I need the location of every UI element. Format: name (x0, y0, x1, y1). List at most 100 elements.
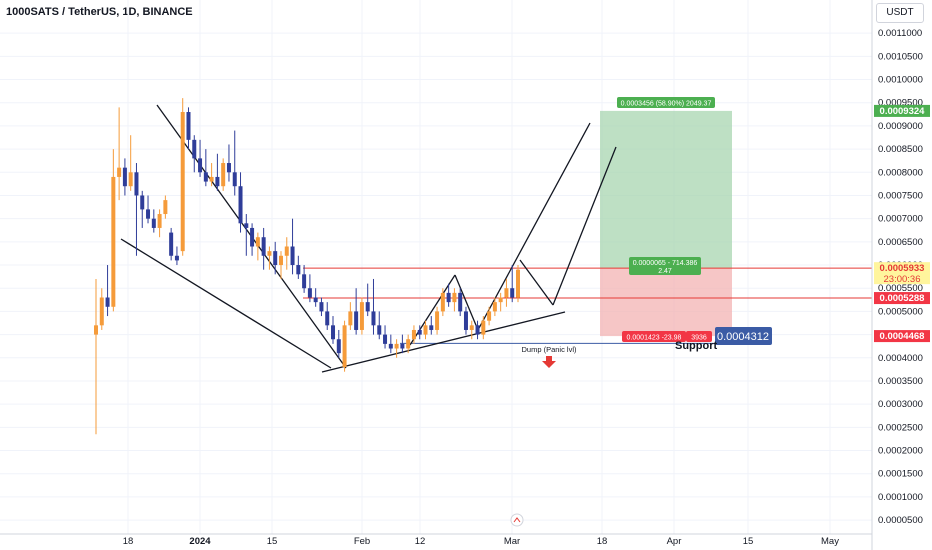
candle-body (99, 297, 104, 326)
candle-body (504, 288, 509, 298)
candle-body (215, 176, 220, 187)
y-tick-label: 0.0005000 (878, 306, 923, 317)
candle-body (140, 195, 145, 210)
target-price-label-bg (874, 104, 930, 117)
candle-body (365, 302, 370, 312)
current-price-label-countdown: 23:00:36 (884, 274, 921, 285)
y-tick-label: 0.0010000 (878, 75, 923, 86)
time-axis: 18 2024 15 Feb 12 Mar 18 Apr 15 May (0, 533, 872, 547)
candle-body (394, 343, 399, 349)
candle-body (174, 255, 179, 261)
candle-body (128, 172, 133, 187)
center-label-bg (629, 257, 701, 275)
candle-body (267, 251, 272, 256)
trend-line (120, 238, 332, 369)
stop-label: 0.0001423 -23.98 (627, 335, 682, 342)
candle-body (463, 311, 468, 330)
y-tick-label: 0.0004000 (878, 353, 923, 364)
candle-body (452, 292, 457, 303)
candle-body (284, 246, 289, 256)
trend-line (477, 122, 591, 331)
y-tick-label: 0.0003500 (878, 376, 923, 387)
logo-mark-icon (513, 517, 521, 523)
level-price-label: 0.0005288 (880, 293, 925, 304)
x-tick-label: 15 (267, 536, 278, 547)
candle-body (290, 246, 295, 266)
y-tick-label: 0.0001500 (878, 469, 923, 480)
candle-body (342, 325, 347, 368)
grid (0, 0, 872, 534)
candle-body (481, 320, 486, 335)
candle-body (117, 167, 122, 177)
support-price-bg (715, 327, 772, 345)
trend-line (409, 274, 456, 346)
candle-body (440, 292, 445, 312)
profit-label-bg (617, 97, 715, 108)
trend-line (519, 259, 554, 306)
candle-body (238, 186, 243, 224)
candle-body (458, 292, 463, 312)
candle-body (105, 297, 110, 307)
candle-body (209, 176, 214, 182)
candle-body (302, 274, 307, 289)
candle-body (180, 112, 185, 252)
candle-body (406, 339, 411, 349)
candle-body (232, 172, 237, 187)
y-tick-label: 0.0002500 (878, 422, 923, 433)
candle-body (307, 288, 312, 298)
y-tick-label: 0.0009000 (878, 121, 923, 132)
y-tick-label: 0.0008500 (878, 144, 923, 155)
x-tick-label: Mar (504, 536, 520, 547)
y-tick-label: 0.0010500 (878, 51, 923, 62)
y-tick-label: 0.0007500 (878, 190, 923, 201)
candle-body (388, 343, 393, 349)
overlays: 0.0003456 (58.90%) 2049.37 0.0000065 - 71… (510, 97, 772, 527)
candle-body (296, 265, 301, 275)
y-tick-label: 0.0003000 (878, 399, 923, 410)
trend-line (454, 274, 479, 331)
current-price-label: 0.0005933 (880, 263, 925, 274)
candles (94, 98, 520, 435)
candle-body (383, 334, 388, 344)
x-tick-label: 18 (597, 536, 608, 547)
candle-body (336, 339, 341, 354)
y-tick-label: 0.0005500 (878, 283, 923, 294)
candle-body (348, 311, 353, 326)
candle-body (244, 223, 249, 228)
loss-zone (600, 268, 732, 337)
x-tick-label: May (821, 536, 839, 547)
candle-body (198, 158, 203, 173)
candle-body (261, 237, 266, 256)
y-tick-label: 0.0000500 (878, 515, 923, 526)
candle-body (278, 255, 283, 266)
candle-body (94, 325, 98, 335)
candle-body (498, 297, 503, 303)
candle-body (331, 325, 336, 340)
down-arrow-icon (542, 356, 556, 368)
candle-body (411, 329, 416, 340)
candle-body (313, 297, 318, 303)
stop-label-tail-bg (686, 331, 712, 342)
candle-body (429, 325, 434, 330)
stop-label-tail: 3936 (691, 335, 707, 342)
x-tick-label: 12 (415, 536, 426, 547)
target-price-label: 0.0009324 (880, 106, 926, 117)
candle-body (510, 288, 515, 298)
candle-body (400, 343, 405, 349)
profit-label: 0.0003456 (58.90%) 2049.37 (621, 101, 712, 108)
center-label-2: 2.47 (658, 268, 672, 275)
candle-body (487, 311, 492, 321)
candle-body (122, 167, 127, 187)
candle-body (163, 200, 168, 215)
candle-body (111, 176, 116, 307)
trend-line (552, 146, 617, 306)
currency-button[interactable]: USDT (876, 3, 924, 23)
candle-body (319, 302, 324, 312)
dump-text: Dump (Panic lvl) (521, 345, 577, 354)
candle-body (221, 163, 226, 187)
position-zones (600, 110, 732, 337)
y-tick-label: 0.0011000 (878, 28, 922, 39)
x-tick-label: 15 (743, 536, 754, 547)
candle-body (255, 237, 260, 247)
